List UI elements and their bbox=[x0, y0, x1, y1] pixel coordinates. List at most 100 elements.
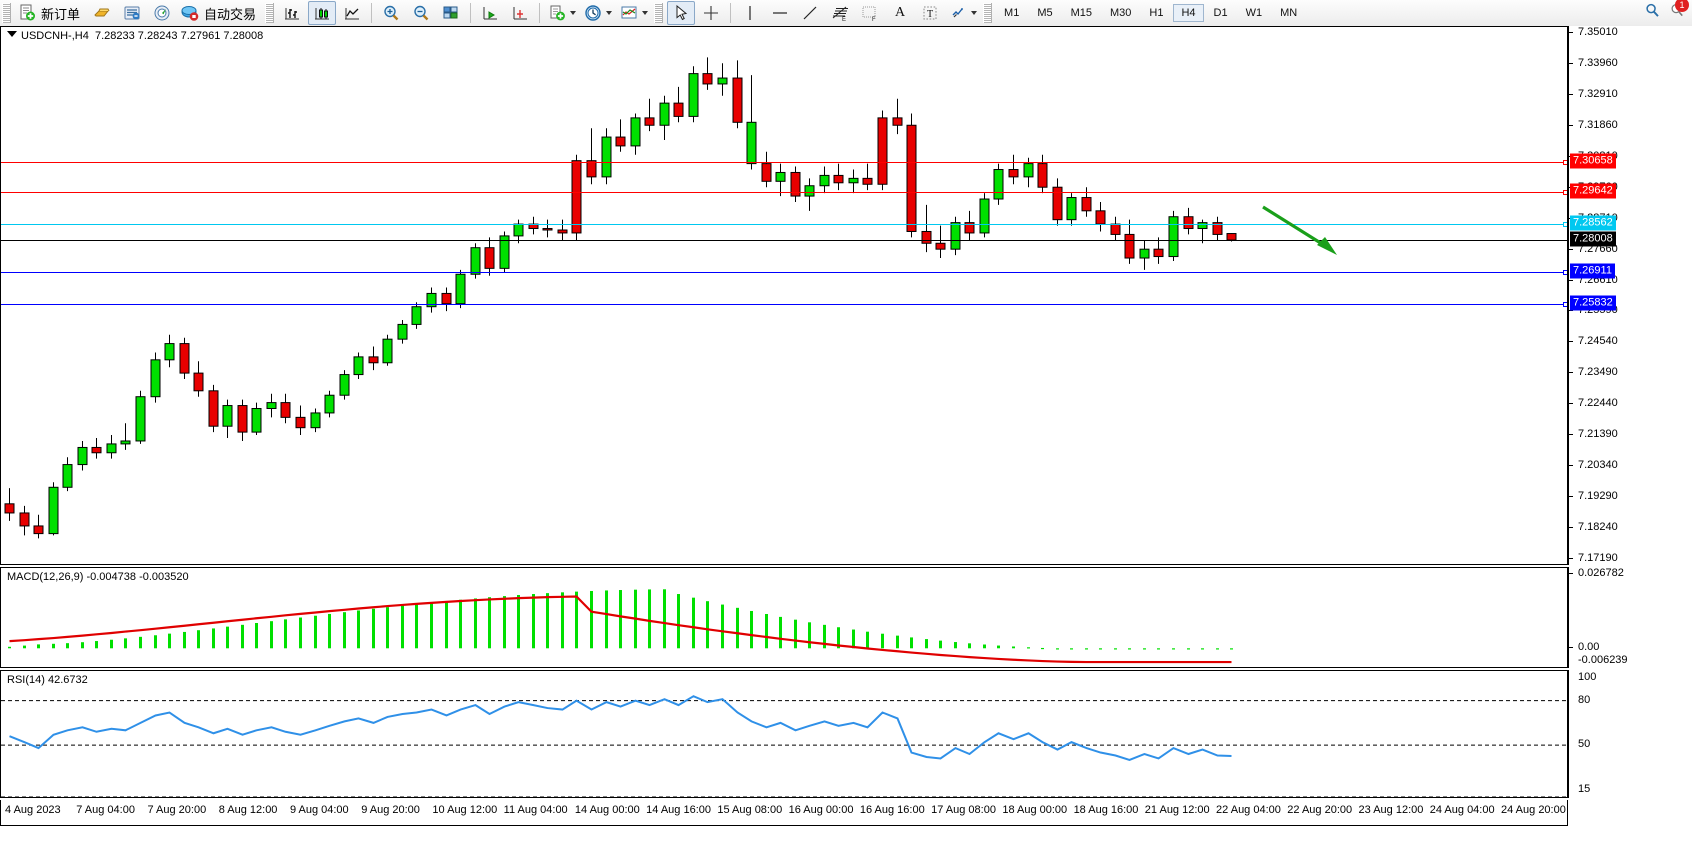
autoscroll-icon[interactable] bbox=[506, 1, 534, 25]
price-level-badge-cyan-level[interactable]: 7.28562 bbox=[1570, 215, 1616, 231]
rsi-tick: 50 bbox=[1578, 738, 1591, 751]
rsi-axis[interactable]: 100 80 50 15 bbox=[1568, 670, 1692, 798]
price-pane[interactable]: USDCNH-,H4 7.28233 7.28243 7.27961 7.280… bbox=[0, 26, 1568, 565]
price-tick: 7.20340 bbox=[1569, 459, 1618, 471]
zoom-in-icon[interactable] bbox=[377, 1, 405, 25]
time-tick: 16 Aug 00:00 bbox=[788, 804, 854, 816]
time-tick: 16 Aug 16:00 bbox=[859, 804, 925, 816]
level-anchor-handle[interactable] bbox=[1563, 302, 1567, 308]
period-icon[interactable] bbox=[581, 1, 615, 25]
toolbar-grip-3[interactable] bbox=[654, 3, 664, 23]
add-indicator-icon[interactable] bbox=[545, 1, 579, 25]
timeframe-h1[interactable]: H1 bbox=[1149, 7, 1164, 19]
level-anchor-handle[interactable] bbox=[1563, 270, 1567, 276]
timeframe-m1[interactable]: M1 bbox=[1004, 7, 1020, 19]
macd-pane[interactable]: MACD(12,26,9) -0.004738 -0.003520 bbox=[0, 567, 1568, 668]
trendline-icon[interactable] bbox=[796, 1, 824, 25]
svg-text:E: E bbox=[842, 17, 846, 22]
price-tick: 7.19290 bbox=[1569, 490, 1618, 502]
candlestick-icon[interactable] bbox=[308, 1, 337, 25]
main-toolbar: 新订单 自动交易 bbox=[0, 0, 1692, 27]
search-icon[interactable] bbox=[1644, 2, 1661, 24]
price-tick: 7.24540 bbox=[1569, 335, 1618, 347]
terminal-icon[interactable] bbox=[118, 1, 146, 25]
macd-axis[interactable]: 0.026782 0.00 -0.006239 bbox=[1568, 567, 1692, 668]
fibo-icon[interactable]: E bbox=[826, 1, 854, 25]
price-tick: 7.21390 bbox=[1569, 428, 1618, 440]
shift-end-icon[interactable] bbox=[476, 1, 504, 25]
channel-icon[interactable]: F bbox=[856, 1, 884, 25]
time-tick: 15 Aug 08:00 bbox=[717, 804, 783, 816]
level-anchor-handle[interactable] bbox=[1563, 221, 1567, 227]
price-level-line-resistance-1[interactable] bbox=[1, 159, 1567, 165]
crosshair-icon[interactable] bbox=[697, 1, 725, 25]
price-level-line-resistance-2[interactable] bbox=[1, 189, 1567, 195]
autotrade-icon[interactable]: 自动交易 bbox=[178, 1, 262, 25]
price-level-line-support-2[interactable] bbox=[1, 302, 1567, 308]
collapse-icon[interactable] bbox=[7, 31, 17, 37]
price-level-line-cyan-level[interactable] bbox=[1, 221, 1567, 227]
toolbar-grip-4[interactable] bbox=[983, 3, 993, 23]
price-level-badge-resistance-2[interactable]: 7.29642 bbox=[1570, 183, 1616, 199]
new-order-label: 新订单 bbox=[41, 6, 81, 22]
price-level-line-support-1[interactable] bbox=[1, 270, 1567, 276]
macd-tick: 0.00 bbox=[1569, 641, 1599, 653]
toolbar-grip-2[interactable] bbox=[265, 3, 275, 23]
macd-series bbox=[8, 589, 1233, 664]
cursor-icon[interactable] bbox=[667, 1, 696, 25]
price-level-badge-bid-price[interactable]: 7.28008 bbox=[1570, 231, 1616, 247]
timeframe-m5[interactable]: M5 bbox=[1037, 7, 1053, 19]
timeframe-w1[interactable]: W1 bbox=[1245, 7, 1263, 19]
macd-label: MACD(12,26,9) -0.004738 -0.003520 bbox=[7, 571, 189, 583]
price-tick: 7.33960 bbox=[1569, 57, 1618, 69]
time-tick: 7 Aug 04:00 bbox=[76, 804, 135, 816]
chart-frame: USDCNH-,H4 7.28233 7.28243 7.27961 7.280… bbox=[0, 26, 1692, 852]
chevron-down-icon-2[interactable] bbox=[606, 11, 613, 15]
tile-windows-icon[interactable] bbox=[437, 1, 465, 25]
timeframe-mn[interactable]: MN bbox=[1280, 7, 1298, 19]
level-anchor-handle[interactable] bbox=[1563, 159, 1567, 165]
price-level-badge-resistance-1[interactable]: 7.30658 bbox=[1570, 153, 1616, 169]
price-level-badge-support-1[interactable]: 7.26911 bbox=[1570, 263, 1615, 279]
timeframe-m15[interactable]: M15 bbox=[1070, 7, 1092, 19]
new-order-button[interactable]: 新订单 bbox=[15, 1, 86, 25]
objects-icon[interactable] bbox=[946, 1, 980, 25]
macd-tick: -0.006239 bbox=[1578, 654, 1628, 666]
time-tick: 7 Aug 20:00 bbox=[147, 804, 207, 816]
chevron-down-icon-3[interactable] bbox=[642, 11, 649, 15]
timeframe-h4[interactable]: H4 bbox=[1173, 4, 1204, 22]
price-axis[interactable]: 7.350107.339607.329107.318607.308107.297… bbox=[1568, 26, 1692, 565]
time-tick: 4 Aug 2023 bbox=[5, 804, 61, 816]
ohlc-label: 7.28233 7.28243 7.27961 7.28008 bbox=[94, 30, 264, 42]
timeframe-d1[interactable]: D1 bbox=[1213, 7, 1228, 19]
chevron-down-icon[interactable] bbox=[570, 11, 577, 15]
level-anchor-handle[interactable] bbox=[1563, 189, 1567, 195]
time-tick: 11 Aug 04:00 bbox=[503, 804, 568, 816]
trend-arrow-annotation[interactable] bbox=[1259, 203, 1349, 268]
notification-icon[interactable]: 1 bbox=[1669, 0, 1689, 24]
hline-icon[interactable] bbox=[766, 1, 794, 25]
line-chart-icon[interactable] bbox=[338, 1, 366, 25]
chevron-down-icon-4[interactable] bbox=[971, 11, 978, 15]
vline-icon[interactable] bbox=[736, 1, 764, 25]
chart-scroll-area[interactable] bbox=[0, 826, 1692, 852]
price-tick: 7.22440 bbox=[1569, 397, 1618, 409]
price-tick: 7.32910 bbox=[1569, 88, 1618, 100]
zoom-out-icon[interactable] bbox=[407, 1, 435, 25]
time-tick: 23 Aug 12:00 bbox=[1358, 804, 1424, 816]
label-icon[interactable]: T bbox=[916, 1, 944, 25]
price-level-badge-support-2[interactable]: 7.25832 bbox=[1570, 295, 1616, 311]
rsi-pane[interactable]: RSI(14) 42.6732 bbox=[0, 670, 1568, 798]
price-level-line-bid-price[interactable] bbox=[1, 240, 1567, 242]
template-icon[interactable] bbox=[617, 1, 651, 25]
gold-bar-icon[interactable] bbox=[88, 1, 116, 25]
navigator-icon[interactable] bbox=[148, 1, 176, 25]
time-tick: 9 Aug 20:00 bbox=[361, 804, 420, 816]
text-icon[interactable]: A bbox=[894, 5, 906, 20]
time-axis[interactable]: 4 Aug 2023 7 Aug 04:00 7 Aug 20:00 8 Aug 12… bbox=[0, 800, 1568, 826]
price-tick: 7.23490 bbox=[1569, 366, 1618, 378]
bar-chart-icon[interactable] bbox=[278, 1, 306, 25]
timeframe-m30[interactable]: M30 bbox=[1110, 7, 1132, 19]
macd-tick: 0.026782 bbox=[1569, 567, 1624, 579]
toolbar-grip[interactable] bbox=[2, 3, 11, 23]
